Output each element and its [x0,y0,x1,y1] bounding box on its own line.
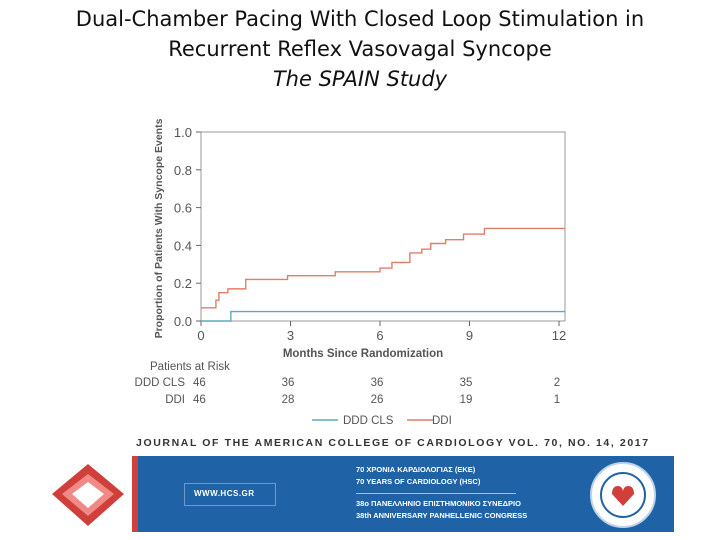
risk-value: 46 [193,377,206,389]
legend-label: DDI [432,415,452,427]
legend-label: DDD CLS [343,415,394,427]
y-tick-label: 0.8 [174,163,192,178]
x-tick-label: 9 [466,328,473,343]
risk-value: 26 [371,394,384,406]
banner-text: 70 ΧΡΟΝΙΑ ΚΑΡΔΙΟΛΟΓΙΑΣ (ΕΚΕ) 70 YEARS OF… [356,464,566,522]
y-tick-label: 0.4 [174,238,192,253]
risk-value: 1 [554,394,560,406]
risk-value: 19 [460,394,473,406]
url-frame [184,483,276,506]
title-line-1: Dual-Chamber Pacing With Closed Loop Sti… [75,7,645,31]
y-tick-label: 0.0 [174,314,192,329]
risk-row-label: DDD CLS [135,377,186,389]
y-tick-label: 0.6 [174,201,192,216]
risk-value: 28 [282,394,295,406]
x-tick-label: 3 [287,328,294,343]
plot-frame [200,131,566,322]
banner-url[interactable]: WWW.HCS.GR [194,489,255,498]
risk-value: 36 [371,377,384,389]
banner-line-1: 70 ΧΡΟΝΙΑ ΚΑΡΔΙΟΛΟΓΙΑΣ (ΕΚΕ) [356,465,476,474]
series-line-ddd-cls [201,310,565,322]
risk-table-header: Patients at Risk [150,361,230,373]
banner-divider [356,493,516,494]
x-tick-label: 0 [197,328,204,343]
risk-value: 35 [460,377,473,389]
series-line-ddi [201,227,565,309]
risk-row-label: DDI [165,394,185,406]
banner-line-4: 38th ANNIVERSARY PANHELLENIC CONGRESS [356,511,528,520]
title-line-2: Recurrent Reflex Vasovagal Syncope [168,37,552,61]
risk-value: 36 [282,377,295,389]
x-axis-label: Months Since Randomization [283,348,443,360]
society-seal-icon [590,462,656,528]
risk-value: 2 [554,377,560,389]
x-tick-label: 6 [376,328,383,343]
slide-title: Dual-Chamber Pacing With Closed Loop Sti… [0,4,720,94]
x-tick-label: 12 [552,328,566,343]
y-tick-label: 0.2 [174,276,192,291]
banner-line-2: 70 YEARS OF CARDIOLOGY (HSC) [356,477,481,486]
journal-citation: JOURNAL OF THE AMERICAN COLLEGE OF CARDI… [136,437,650,449]
banner-accent-strip [132,456,138,532]
title-line-3: The SPAIN Study [272,67,448,91]
conference-banner: WWW.HCS.GR 70 ΧΡΟΝΙΑ ΚΑΡΔΙΟΛΟΓΙΑΣ (ΕΚΕ) … [44,456,674,532]
y-tick-label: 1.0 [174,125,192,140]
hcs-logo [44,456,132,532]
heart-logo-icon [52,464,124,526]
banner-line-3: 38ο ΠΑΝΕΛΛΗΝΙΟ ΕΠΙΣΤΗΜΟΝΙΚΟ ΣΥΝΕΔΡΙΟ [356,499,521,508]
risk-value: 46 [193,394,206,406]
y-axis-label: Proportion of Patients With Syncope Even… [153,118,165,338]
